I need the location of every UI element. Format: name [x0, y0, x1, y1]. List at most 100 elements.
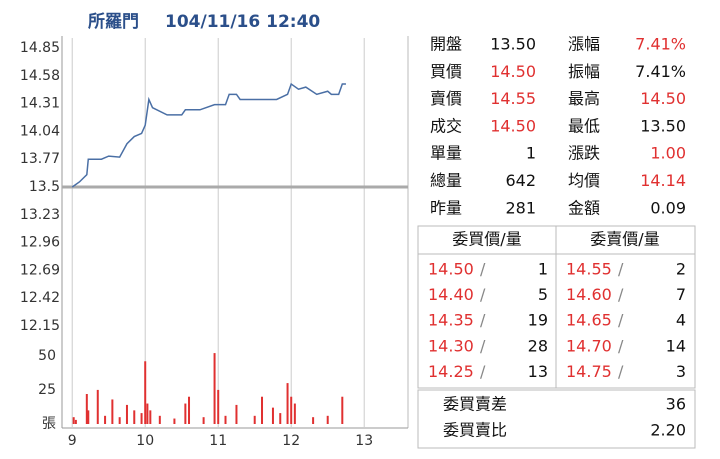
separator: / [618, 285, 624, 304]
ask-volume: 2 [676, 260, 686, 279]
separator: / [618, 260, 624, 279]
bid-volume: 1 [538, 260, 548, 279]
separator: / [480, 336, 486, 355]
volume-bar [279, 413, 282, 424]
bid-price: 14.25 [428, 362, 474, 381]
y-tick-label: 13.77 [20, 151, 60, 167]
y-tick-label: 張 [42, 416, 56, 432]
y-tick-label: 25 [38, 382, 56, 398]
volume-bar [87, 410, 90, 424]
y-tick-label: 50 [38, 348, 56, 364]
quote-value: 642 [505, 171, 536, 190]
quote-value: 281 [505, 198, 536, 217]
volume-bar [312, 417, 315, 424]
volume-bar [72, 417, 75, 424]
quote-value: 1.00 [650, 144, 686, 163]
summary-box [417, 389, 696, 449]
volume-bar [146, 403, 149, 424]
volume-bar [202, 417, 205, 424]
quote-label: 成交 [430, 116, 462, 135]
x-tick-label: 9 [68, 433, 77, 449]
quote-label: 開盤 [430, 35, 462, 54]
separator: / [618, 336, 624, 355]
quote-value: 7.41% [635, 35, 686, 54]
volume-bar [224, 415, 227, 424]
y-tick-label: 14.85 [20, 40, 60, 56]
quote-label: 最高 [568, 89, 600, 108]
separator: / [480, 285, 486, 304]
datetime: 104/11/16 12:40 [165, 12, 320, 32]
bid-price: 14.35 [428, 311, 474, 330]
quote-value: 13.50 [640, 116, 686, 135]
volume-bar [85, 394, 88, 424]
ask-volume: 14 [666, 336, 686, 355]
x-tick-label: 11 [209, 433, 227, 449]
quote-label: 均價 [568, 171, 600, 190]
volume-bar [125, 404, 128, 424]
separator: / [618, 362, 624, 381]
summary-label: 委買賣比 [443, 421, 507, 440]
quote-label: 最低 [568, 116, 600, 135]
quote-value: 0.09 [650, 198, 686, 217]
ask-price: 14.75 [566, 362, 612, 381]
bid-header: 委買價/量 [452, 230, 521, 249]
quote-value: 14.50 [640, 89, 686, 108]
volume-bar [158, 415, 161, 424]
volume-bar [184, 403, 187, 424]
quote-label: 賣價 [430, 89, 462, 108]
x-tick-label: 10 [136, 433, 154, 449]
separator: / [480, 311, 486, 330]
volume-bar [104, 415, 107, 424]
quote-value: 14.50 [490, 62, 536, 81]
volume-bar [235, 404, 238, 424]
y-tick-label: 14.58 [20, 68, 60, 84]
volume-bar [111, 399, 114, 424]
x-tick-label: 12 [282, 433, 300, 449]
y-tick-label: 13.5 [29, 179, 60, 195]
y-tick-label: 12.15 [20, 318, 60, 334]
separator: / [480, 362, 486, 381]
volume-bar [253, 415, 256, 424]
quote-label: 漲幅 [568, 35, 600, 54]
volume-bar [118, 417, 121, 424]
ask-price: 14.65 [566, 311, 612, 330]
quote-value: 14.55 [490, 89, 536, 108]
quote-value: 7.41% [635, 62, 686, 81]
ask-price: 14.60 [566, 285, 612, 304]
y-tick-label: 13.23 [20, 207, 60, 223]
quote-value: 13.50 [490, 35, 536, 54]
volume-bar [213, 353, 216, 424]
volume-bar [144, 361, 147, 424]
volume-bar [271, 407, 274, 424]
volume-bar [286, 383, 289, 424]
summary-value: 2.20 [650, 421, 686, 440]
volume-bar [261, 396, 264, 424]
quote-label: 買價 [430, 62, 462, 81]
volume-bar [149, 410, 152, 424]
ask-volume: 4 [676, 311, 686, 330]
volume-bar [217, 389, 220, 424]
bid-volume: 5 [538, 285, 548, 304]
separator: / [480, 260, 486, 279]
y-tick-label: 14.31 [20, 96, 60, 112]
bid-volume: 28 [528, 336, 548, 355]
summary-value: 36 [666, 395, 686, 414]
bid-price: 14.50 [428, 260, 474, 279]
quote-label: 昨量 [430, 198, 462, 217]
volume-bar [96, 389, 99, 424]
quote-value: 14.14 [640, 171, 686, 190]
volume-bar [140, 413, 143, 424]
volume-bar [326, 415, 329, 424]
bid-volume: 19 [528, 311, 548, 330]
volume-bar [133, 410, 136, 424]
volume-bar [290, 396, 293, 424]
volume-bar [173, 418, 176, 424]
ask-price: 14.70 [566, 336, 612, 355]
quote-label: 金額 [568, 198, 600, 217]
quote-label: 振幅 [568, 62, 600, 81]
bid-price: 14.40 [428, 285, 474, 304]
y-tick-label: 14.04 [20, 123, 60, 139]
price-line [71, 82, 346, 188]
ask-volume: 7 [676, 285, 686, 304]
